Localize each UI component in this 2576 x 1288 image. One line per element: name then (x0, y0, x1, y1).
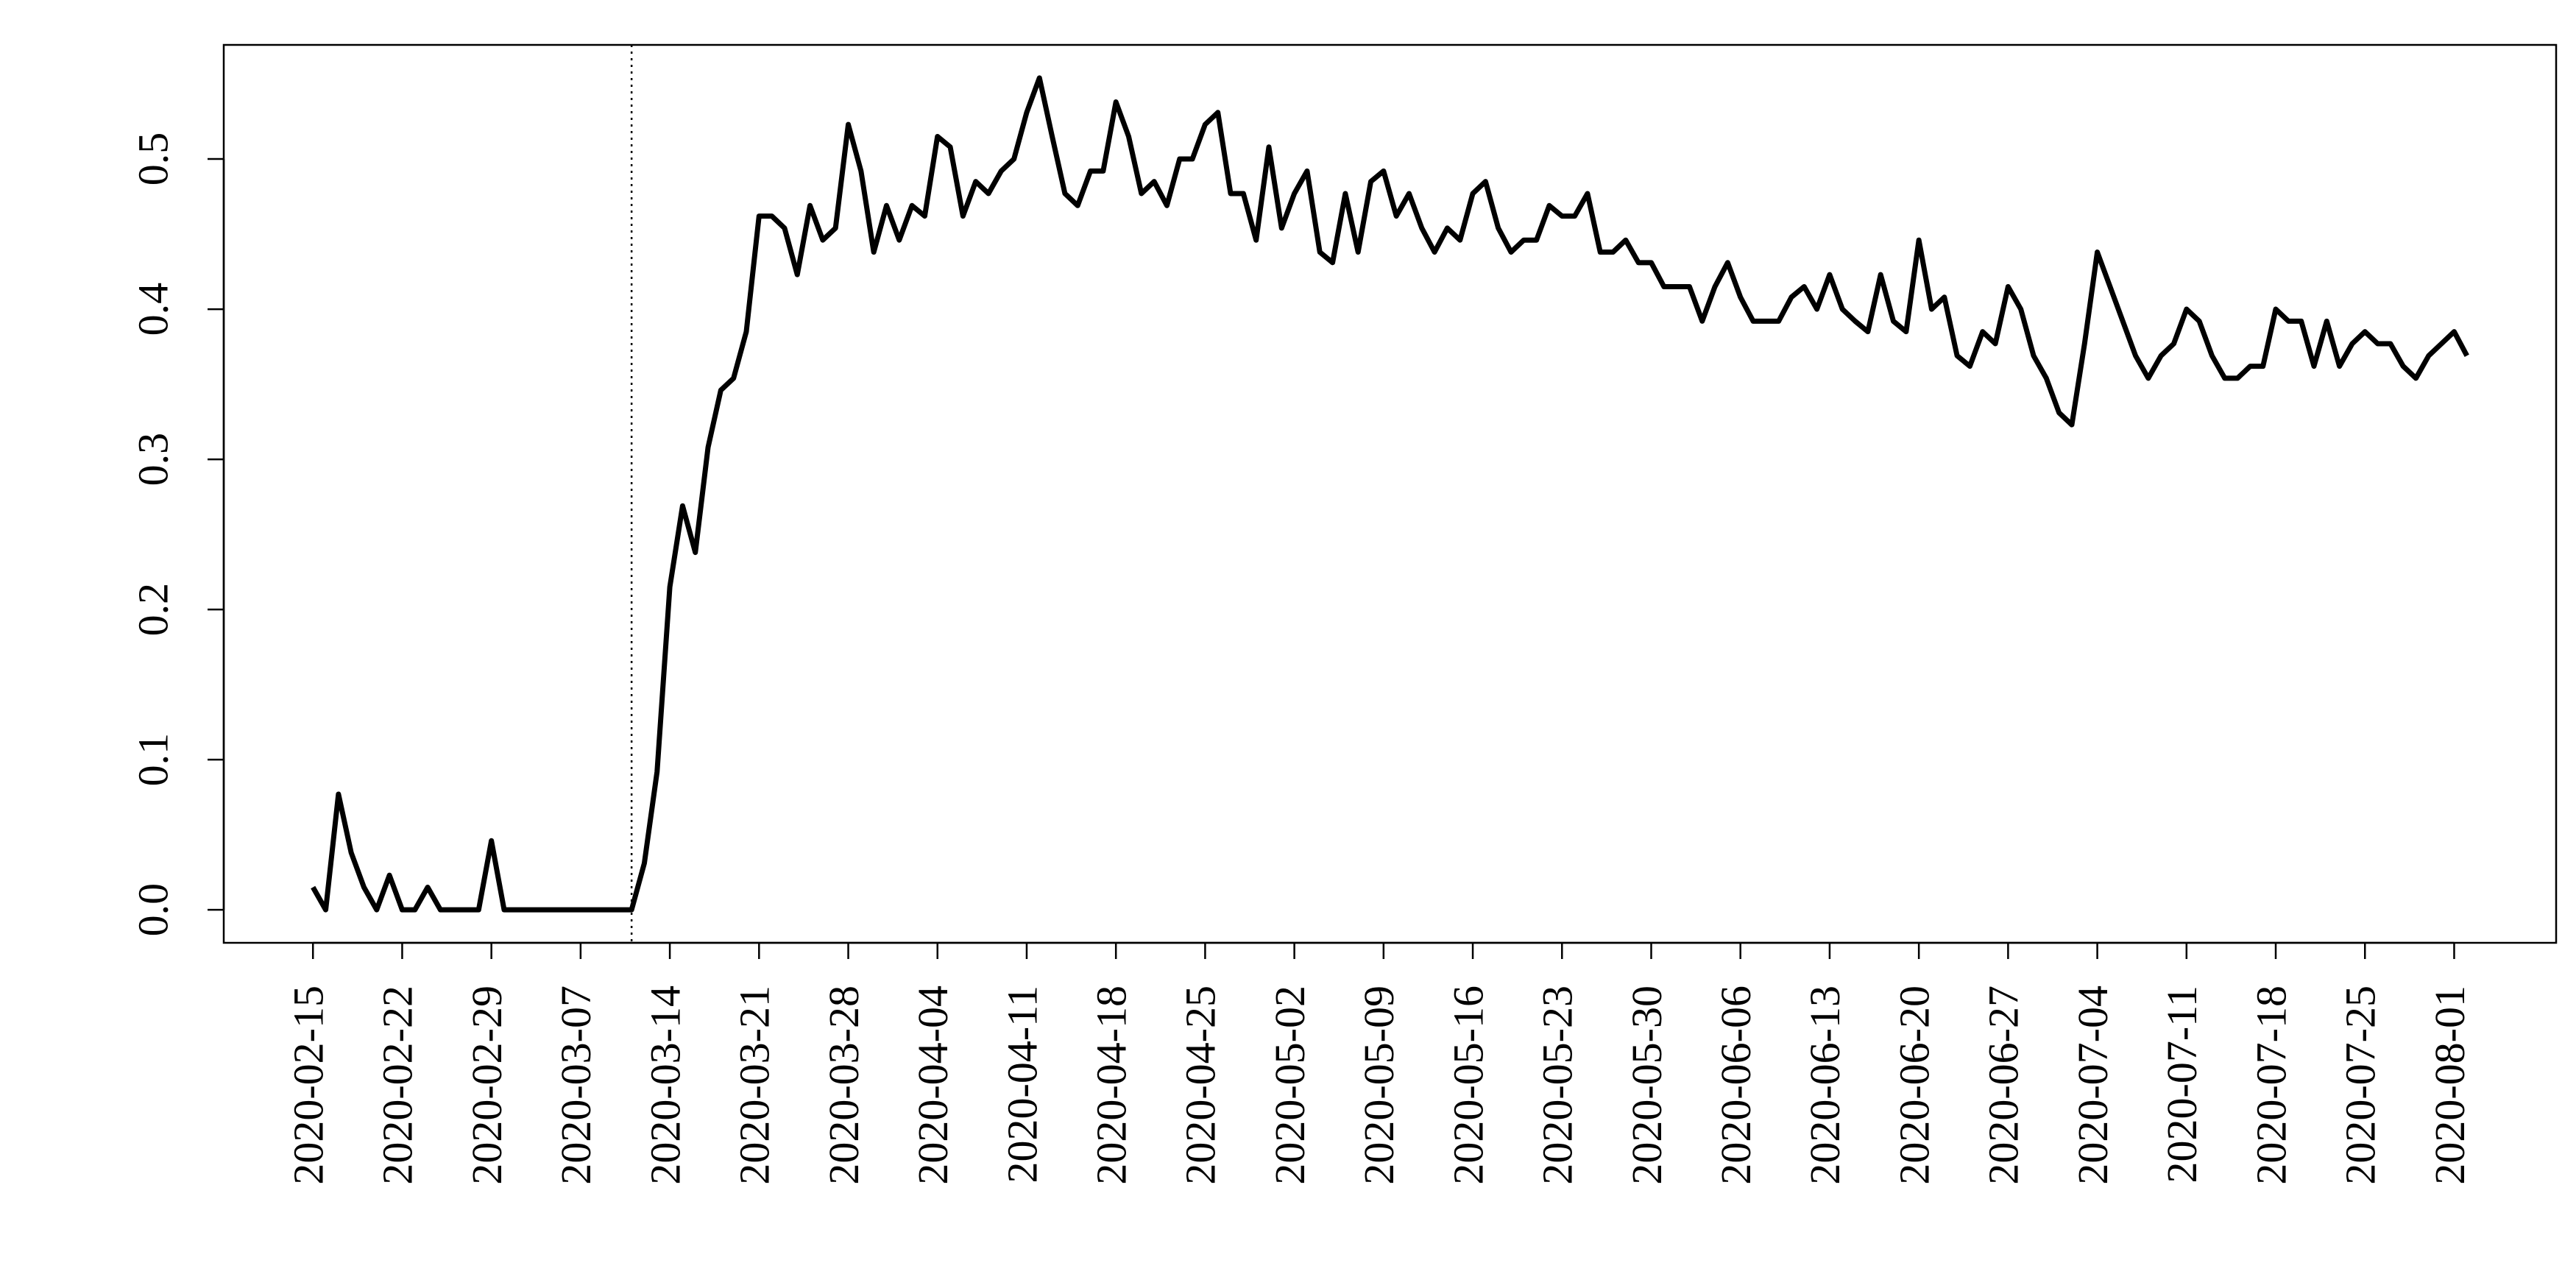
x-tick-label: 2020-05-16 (1444, 986, 1492, 1185)
x-tick-label: 2020-06-06 (1712, 986, 1760, 1185)
data-line (311, 75, 2469, 913)
x-tick-label: 2020-06-13 (1801, 986, 1849, 1185)
x-tick-label: 2020-04-11 (998, 986, 1046, 1183)
x-tick-label: 2020-04-04 (909, 986, 957, 1185)
plot-frame (222, 43, 2558, 944)
x-tick-label: 2020-02-15 (285, 986, 333, 1185)
y-tick-label: 0.0 (129, 883, 177, 937)
x-tick-label: 2020-06-20 (1890, 986, 1938, 1185)
y-tick-label: 0.2 (129, 583, 177, 637)
x-tick-label: 2020-04-25 (1177, 986, 1225, 1185)
x-tick-label: 2020-06-27 (1980, 986, 2028, 1185)
x-tick-label: 2020-02-29 (463, 986, 511, 1185)
x-tick-label: 2020-03-28 (820, 986, 868, 1185)
x-tick-label: 2020-07-04 (2069, 986, 2117, 1185)
x-tick-label: 2020-05-09 (1355, 986, 1403, 1185)
y-tick-label: 0.5 (129, 132, 177, 186)
x-tick-label: 2020-05-23 (1534, 986, 1582, 1185)
x-tick-label: 2020-07-11 (2158, 986, 2206, 1183)
x-tick-label: 2020-02-22 (374, 986, 422, 1185)
x-tick-label: 2020-03-07 (552, 986, 600, 1185)
x-tick-label: 2020-03-14 (641, 986, 689, 1185)
y-tick-label: 0.4 (129, 283, 177, 336)
x-tick-label: 2020-08-01 (2426, 986, 2474, 1185)
x-tick-label: 2020-05-30 (1623, 986, 1671, 1185)
x-tick-label: 2020-04-18 (1087, 986, 1135, 1185)
y-tick-label: 0.3 (129, 433, 177, 486)
x-tick-label: 2020-05-02 (1266, 986, 1314, 1185)
x-tick-label: 2020-07-25 (2337, 986, 2385, 1185)
x-tick-label: 2020-03-21 (731, 986, 779, 1185)
y-tick-label: 0.1 (129, 733, 177, 787)
x-tick-label: 2020-07-18 (2247, 986, 2295, 1185)
